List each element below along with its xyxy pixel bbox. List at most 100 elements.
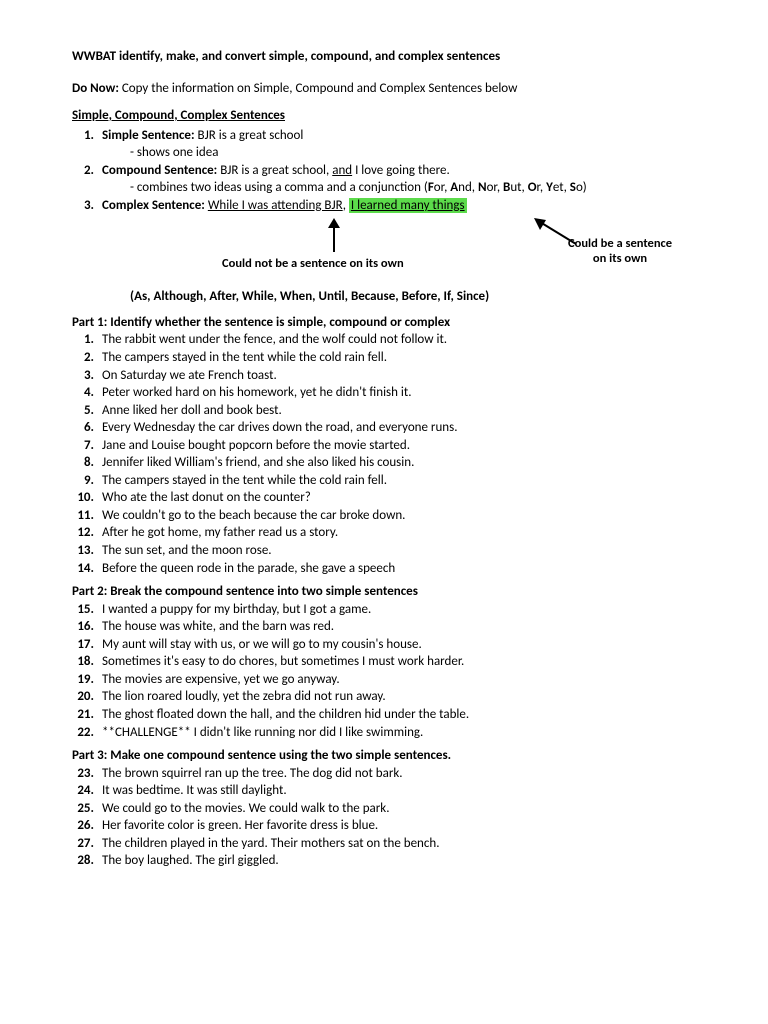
list-item: 26.Her favorite color is green. Her favo… xyxy=(72,817,696,835)
t: ecause, xyxy=(358,289,401,304)
t: f, xyxy=(447,289,457,304)
def-complex: 3. Complex Sentence: While I was attendi… xyxy=(72,197,696,215)
item-text: The boy laughed. The girl giggled. xyxy=(102,852,696,870)
item-text: On Saturday we ate French toast. xyxy=(102,367,696,385)
item-number: 8. xyxy=(72,454,102,472)
item-number: 27. xyxy=(72,835,102,853)
num: 1. xyxy=(72,127,102,145)
item-text: The house was white, and the barn was re… xyxy=(102,618,696,636)
list-item: 10.Who ate the last donut on the counter… xyxy=(72,489,696,507)
def-body-b: I love going there. xyxy=(352,163,450,178)
def-simple: 1. Simple Sentence: BJR is a great schoo… xyxy=(72,127,696,145)
item-text: Who ate the last donut on the counter? xyxy=(102,489,696,507)
t: W xyxy=(242,289,254,304)
item-text: We could go to the movies. We could walk… xyxy=(102,800,696,818)
t: ntil, xyxy=(327,289,351,304)
do-now-line: Do Now: Copy the information on Simple, … xyxy=(72,80,696,98)
part1-heading: Part 1: Identify whether the sentence is… xyxy=(72,314,696,332)
num: 2. xyxy=(72,162,102,180)
def-compound-sub: - combines two ideas using a comma and a… xyxy=(130,179,696,197)
def-compound: 2. Compound Sentence: BJR is a great sch… xyxy=(72,162,696,180)
comma: , xyxy=(343,198,349,213)
item-text: The children played in the yard. Their m… xyxy=(102,835,696,853)
list-item: 22.**CHALLENGE** I didn't like running n… xyxy=(72,724,696,742)
item-number: 15. xyxy=(72,601,102,619)
def-body-a: BJR is a great school, xyxy=(217,163,332,178)
definitions-list: 1. Simple Sentence: BJR is a great schoo… xyxy=(72,127,696,215)
part2-list: 15.I wanted a puppy for my birthday, but… xyxy=(72,601,696,741)
do-now-text: Copy the information on Simple, Compound… xyxy=(119,81,518,96)
t: W xyxy=(280,289,292,304)
t: Y xyxy=(546,180,553,195)
list-item: 2.The campers stayed in the tent while t… xyxy=(72,349,696,367)
item-text: We couldn't go to the beach because the … xyxy=(102,507,696,525)
list-item: 4.Peter worked hard on his homework, yet… xyxy=(72,384,696,402)
list-item: 14.Before the queen rode in the parade, … xyxy=(72,560,696,578)
subordinators-line: (As, Although, After, While, When, Until… xyxy=(130,288,696,306)
item-number: 9. xyxy=(72,472,102,490)
label-dep: Could not be a sentence on its own xyxy=(222,256,404,273)
list-item: 9.The campers stayed in the tent while t… xyxy=(72,472,696,490)
def-simple-sub: - shows one idea xyxy=(130,144,696,162)
document-page: WWBAT identify, make, and convert simple… xyxy=(0,0,768,918)
list-item: 7.Jane and Louise bought popcorn before … xyxy=(72,437,696,455)
t: hen, xyxy=(292,289,319,304)
item-number: 28. xyxy=(72,852,102,870)
list-item: 8.Jennifer liked William's friend, and s… xyxy=(72,454,696,472)
arrow-diagram: Could not be a sentence on its own Could… xyxy=(72,218,696,280)
t: o) xyxy=(576,180,587,195)
part2-heading: Part 2: Break the compound sentence into… xyxy=(72,583,696,601)
t: B xyxy=(402,289,409,304)
item-text: The sun set, and the moon rose. xyxy=(102,542,696,560)
list-item: 23.The brown squirrel ran up the tree. T… xyxy=(72,765,696,783)
indep-clause: I learned many things xyxy=(349,198,467,213)
item-number: 13. xyxy=(72,542,102,560)
item-number: 20. xyxy=(72,688,102,706)
def-text: Simple Sentence: BJR is a great school xyxy=(102,127,696,145)
def-label: Compound Sentence: xyxy=(102,163,217,178)
part3-heading: Part 3: Make one compound sentence using… xyxy=(72,747,696,765)
item-number: 26. xyxy=(72,817,102,835)
t: A xyxy=(450,180,458,195)
item-number: 10. xyxy=(72,489,102,507)
item-text: The campers stayed in the tent while the… xyxy=(102,349,696,367)
page-title: WWBAT identify, make, and convert simple… xyxy=(72,48,696,66)
list-item: 18.Sometimes it's easy to do chores, but… xyxy=(72,653,696,671)
do-now-label: Do Now: xyxy=(72,81,119,96)
list-item: 13.The sun set, and the moon rose. xyxy=(72,542,696,560)
item-number: 22. xyxy=(72,724,102,742)
item-text: Jennifer liked William's friend, and she… xyxy=(102,454,696,472)
item-number: 12. xyxy=(72,524,102,542)
item-text: The brown squirrel ran up the tree. The … xyxy=(102,765,696,783)
list-item: 24.It was bedtime. It was still daylight… xyxy=(72,782,696,800)
def-label: Complex Sentence: xyxy=(102,198,205,213)
num: 3. xyxy=(72,197,102,215)
list-item: 16.The house was white, and the barn was… xyxy=(72,618,696,636)
list-item: 1.The rabbit went under the fence, and t… xyxy=(72,331,696,349)
def-label: Simple Sentence: xyxy=(102,128,195,143)
dep-clause: While I was attending BJR xyxy=(208,198,343,213)
arrow-up-icon xyxy=(324,218,344,254)
part1-list: 1.The rabbit went under the fence, and t… xyxy=(72,331,696,577)
list-item: 19.The movies are expensive, yet we go a… xyxy=(72,671,696,689)
list-item: 15.I wanted a puppy for my birthday, but… xyxy=(72,601,696,619)
list-item: 3.On Saturday we ate French toast. xyxy=(72,367,696,385)
item-text: Jane and Louise bought popcorn before th… xyxy=(102,437,696,455)
list-item: 20.The lion roared loudly, yet the zebra… xyxy=(72,688,696,706)
item-text: The ghost floated down the hall, and the… xyxy=(102,706,696,724)
item-text: The rabbit went under the fence, and the… xyxy=(102,331,696,349)
t: or, xyxy=(487,180,503,195)
item-number: 6. xyxy=(72,419,102,437)
t: fter, xyxy=(217,289,242,304)
item-text: The movies are expensive, yet we go anyw… xyxy=(102,671,696,689)
list-item: 27.The children played in the yard. Thei… xyxy=(72,835,696,853)
t: ince) xyxy=(463,289,489,304)
list-item: 5.Anne liked her doll and book best. xyxy=(72,402,696,420)
t: Could be a sentence xyxy=(568,236,672,251)
def-text: Compound Sentence: BJR is a great school… xyxy=(102,162,696,180)
def-body: BJR is a great school xyxy=(195,128,304,143)
item-number: 11. xyxy=(72,507,102,525)
label-indep: Could be a sentence on its own xyxy=(568,236,672,266)
t: U xyxy=(318,289,327,304)
item-number: 3. xyxy=(72,367,102,385)
